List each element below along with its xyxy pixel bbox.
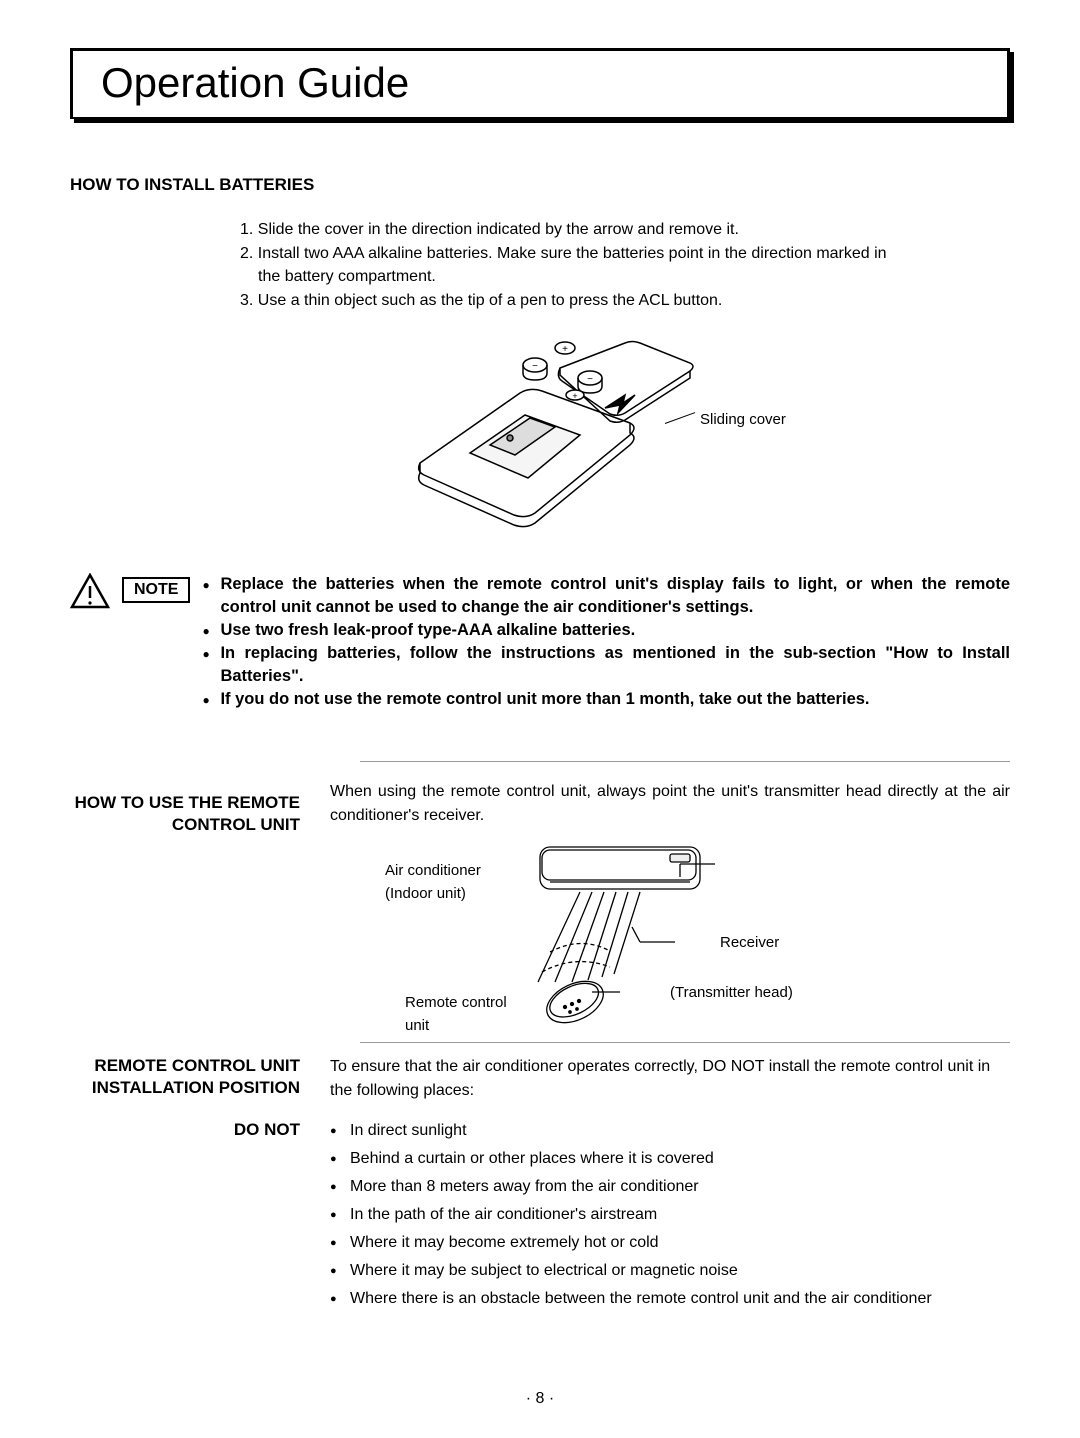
svg-text:−: − [587, 374, 593, 385]
donot-label: DO NOT [70, 1119, 300, 1315]
install-steps: 1. Slide the cover in the direction indi… [240, 219, 900, 313]
usage-diagram: Air conditioner (Indoor unit) Receiver (… [330, 832, 1010, 1042]
svg-text:+: + [562, 344, 568, 355]
remote-usage-section: HOW TO USE THE REMOTE CONTROL UNIT When … [70, 780, 1010, 1042]
svg-text:+: + [572, 391, 577, 401]
note-item-2: Use two fresh leak-proof type-AAA alkali… [202, 619, 1010, 642]
ac-illustration [480, 832, 900, 1042]
page-number: · 8 · [0, 1390, 1080, 1408]
donot-item-4: In the path of the air conditioner's air… [330, 1203, 1010, 1227]
install-position-heading: REMOTE CONTROL UNIT INSTALLATION POSITIO… [70, 1055, 300, 1103]
page-title: Operation Guide [101, 59, 979, 107]
note-item-3: In replacing batteries, follow the instr… [202, 642, 1010, 688]
divider-1 [360, 761, 1010, 762]
divider-2 [360, 1042, 1010, 1043]
note-item-1: Replace the batteries when the remote co… [202, 573, 1010, 619]
page-number-value: 8 [536, 1390, 545, 1407]
label-receiver: Receiver [720, 932, 779, 955]
donot-item-3: More than 8 meters away from the air con… [330, 1175, 1010, 1199]
donot-item-5: Where it may become extremely hot or col… [330, 1231, 1010, 1255]
label-remote-control: Remote control unit [405, 992, 525, 1037]
label-air-conditioner: Air conditioner (Indoor unit) [385, 860, 515, 905]
step-3: 3. Use a thin object such as the tip of … [240, 290, 900, 312]
note-list: Replace the batteries when the remote co… [202, 573, 1010, 712]
donot-item-6: Where it may be subject to electrical or… [330, 1259, 1010, 1283]
note-badge: NOTE [122, 577, 190, 603]
donot-list: In direct sunlight Behind a curtain or o… [330, 1119, 1010, 1311]
remote-usage-intro: When using the remote control unit, alwa… [330, 780, 1010, 828]
donot-item-7: Where there is an obstacle between the r… [330, 1287, 1010, 1311]
step-1: 1. Slide the cover in the direction indi… [240, 219, 900, 241]
note-block: NOTE Replace the batteries when the remo… [70, 573, 1010, 712]
install-position-intro: To ensure that the air conditioner opera… [330, 1055, 1010, 1103]
donot-section: DO NOT In direct sunlight Behind a curta… [70, 1119, 1010, 1315]
sliding-cover-label: Sliding cover [700, 411, 786, 428]
donot-item-1: In direct sunlight [330, 1119, 1010, 1143]
label-transmitter: (Transmitter head) [670, 982, 793, 1005]
remote-usage-heading: HOW TO USE THE REMOTE CONTROL UNIT [70, 780, 300, 1042]
step-2: 2. Install two AAA alkaline batteries. M… [240, 243, 900, 288]
title-box: Operation Guide [70, 48, 1010, 119]
donot-item-2: Behind a curtain or other places where i… [330, 1147, 1010, 1171]
svg-text:−: − [532, 361, 538, 372]
battery-diagram: − − + + Sliding cover [70, 333, 1010, 553]
note-item-4: If you do not use the remote control uni… [202, 688, 1010, 711]
warning-icon [70, 573, 110, 609]
remote-illustration: − − + + [380, 333, 710, 553]
install-position-section: REMOTE CONTROL UNIT INSTALLATION POSITIO… [70, 1055, 1010, 1103]
section-install-heading: HOW TO INSTALL BATTERIES [70, 175, 1010, 195]
